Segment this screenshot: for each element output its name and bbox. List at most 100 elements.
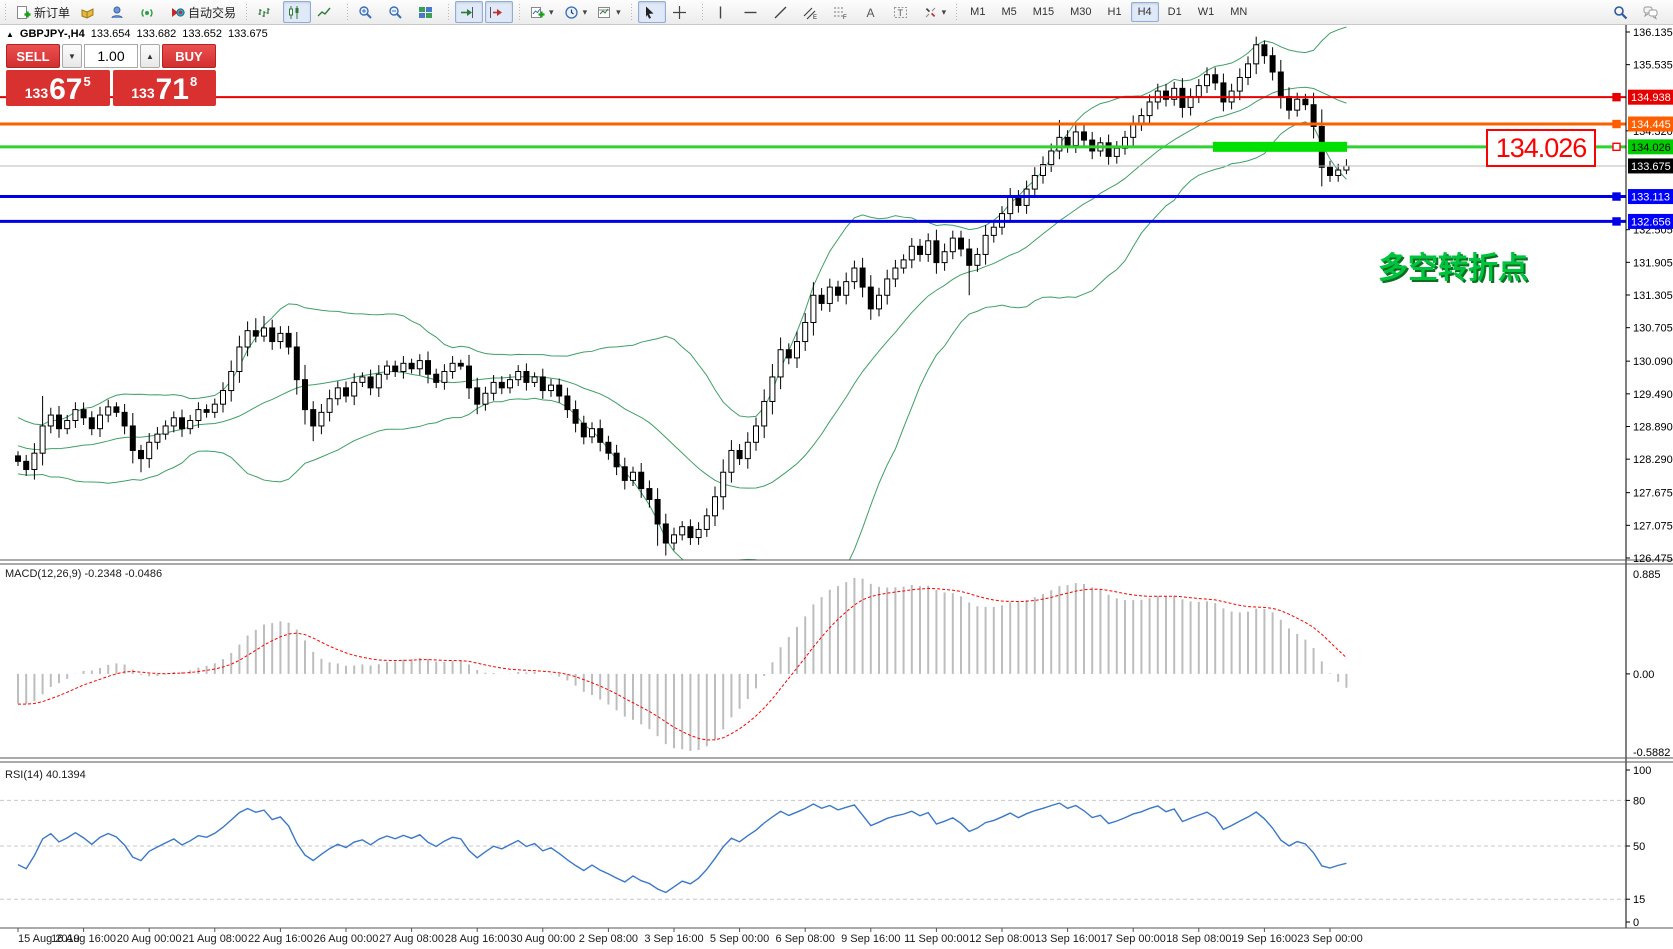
candlestick-chart-button[interactable] [283, 1, 312, 23]
tile-windows-button[interactable] [414, 1, 442, 23]
signals-button[interactable] [136, 1, 164, 23]
buy-price-panel[interactable]: 133 71 8 [112, 70, 216, 106]
indicators-icon [530, 5, 545, 20]
tab-timeframe-H1[interactable]: H1 [1107, 6, 1122, 18]
green-highlight-bar[interactable] [1213, 141, 1347, 152]
search-button[interactable] [1609, 1, 1637, 23]
price-label-132.656 [1628, 213, 1673, 229]
zoom-in-button[interactable] [354, 1, 382, 23]
rsi-axis-tick: 50 [1633, 841, 1645, 853]
arrows-button[interactable]: ▾ [919, 1, 951, 23]
sell-price-big: 67 [49, 73, 83, 106]
price-label-133.113-text: 133.113 [1631, 192, 1670, 204]
time-label: 6 Sep 08:00 [776, 933, 835, 945]
tab-timeframe-M15[interactable]: M15 [1032, 6, 1055, 18]
buy-button[interactable]: BUY [162, 44, 216, 68]
price-tick: 136.135 [1633, 27, 1673, 39]
trendline-button[interactable] [769, 1, 797, 23]
chart-shift-button[interactable] [485, 1, 514, 23]
buy-price-prefix: 133 [131, 85, 155, 101]
toolbar-grip [954, 4, 960, 20]
price-tick: 129.490 [1633, 389, 1673, 401]
periods-button[interactable]: ▾ [560, 1, 592, 23]
price-callout-box[interactable]: 134.026 [1486, 129, 1596, 167]
templates-button[interactable]: ▾ [593, 1, 625, 23]
price-label-134.445 [1628, 116, 1673, 132]
toolbar-grip [628, 4, 634, 20]
tab-timeframe-M5[interactable]: M5 [1001, 6, 1017, 18]
tile-windows-icon [418, 5, 433, 20]
macd-histogram [17, 577, 1348, 751]
price-label-132.656-text: 132.656 [1631, 216, 1671, 228]
hline-marker[interactable] [1612, 142, 1621, 152]
auto-scroll-button[interactable] [455, 1, 484, 23]
chat-button[interactable] [1639, 1, 1667, 23]
tab-timeframe-M30[interactable]: M30 [1070, 6, 1092, 18]
text-label-button[interactable]: T [889, 1, 917, 23]
history-button[interactable] [76, 1, 104, 23]
sell-price-prefix: 133 [24, 85, 49, 101]
tab-timeframe-H4[interactable]: H4 [1130, 2, 1159, 22]
new-order-button[interactable]: 新订单 [12, 1, 74, 23]
hline-marker[interactable] [1612, 92, 1621, 102]
time-label: 18 Sep 08:00 [1166, 933, 1231, 945]
price-callout-text: 134.026 [1495, 132, 1588, 163]
tab-timeframe-D1[interactable]: D1 [1167, 6, 1182, 18]
rsi-axis-tick: 100 [1633, 765, 1651, 777]
volume-input[interactable] [84, 44, 138, 68]
tab-timeframe-M1[interactable]: M1 [970, 6, 986, 18]
fibonacci-button[interactable]: F [829, 1, 857, 23]
price-tick: 127.675 [1633, 488, 1673, 500]
macd-axis-max: 0.885 [1633, 569, 1661, 581]
price-label-134.938-text: 134.938 [1631, 92, 1671, 104]
indicators-button[interactable]: ▾ [526, 1, 558, 23]
auto-trading-button[interactable]: 自动交易 [166, 1, 240, 23]
cursor-button[interactable] [637, 1, 666, 23]
quote-high: 133.682 [136, 28, 177, 40]
sell-button[interactable]: SELL [6, 44, 60, 68]
auto-trading-label: 自动交易 [188, 5, 237, 20]
horizontal-line-button[interactable] [739, 1, 767, 23]
tick-up-icon: ▲ [6, 29, 14, 39]
sell-price-panel[interactable]: 133 67 5 [6, 70, 110, 106]
price-tick: 131.305 [1633, 290, 1673, 302]
rsi-line [17, 802, 1347, 894]
vertical-line-button[interactable] [709, 1, 737, 23]
time-label: 12 Sep 08:00 [969, 933, 1034, 945]
time-label: 2 Sep 08:00 [579, 933, 638, 945]
profile-button[interactable] [106, 1, 134, 23]
hline-marker[interactable] [1612, 119, 1621, 129]
toolbar-grip [699, 4, 705, 20]
price-tick: 130.705 [1633, 323, 1673, 335]
zoom-out-button[interactable] [384, 1, 412, 23]
time-label: 28 Aug 16:00 [445, 933, 510, 945]
volume-down-button[interactable]: ▼ [62, 44, 82, 68]
price-tick: 126.475 [1633, 553, 1673, 565]
time-label: 17 Sep 00:00 [1100, 933, 1165, 945]
candlestick-chart-icon [287, 5, 302, 20]
price-tick: 128.890 [1633, 421, 1673, 433]
hline-marker[interactable] [1612, 192, 1621, 201]
cn-annotation[interactable]: 多空转折点 [1378, 252, 1528, 285]
text-button[interactable]: A [859, 1, 887, 23]
time-label: 20 Aug 00:00 [117, 933, 182, 945]
price-label-133.113 [1628, 189, 1673, 205]
crosshair-button[interactable] [668, 1, 696, 23]
time-label: 3 Sep 16:00 [644, 933, 703, 945]
price-label-134.938 [1628, 89, 1673, 105]
tab-timeframe-W1[interactable]: W1 [1197, 6, 1215, 18]
price-tick: 128.290 [1633, 454, 1673, 466]
price-label-134.026 [1628, 139, 1673, 155]
hline-marker[interactable] [1612, 217, 1621, 226]
line-chart-button[interactable] [313, 1, 341, 23]
equidistant-channel-button[interactable]: E [799, 1, 827, 23]
current-price-label [1628, 158, 1673, 174]
bar-chart-icon [257, 5, 272, 20]
auto-trading-icon [170, 5, 185, 20]
volume-up-button[interactable]: ▲ [140, 44, 160, 68]
tab-timeframe-MN[interactable]: MN [1230, 6, 1248, 18]
quote-line: ▲ GBPJPY-,H4 133.654 133.682 133.652 133… [6, 28, 268, 40]
bar-chart-button[interactable] [253, 1, 281, 23]
time-label: 15 Aug 2019 [18, 933, 80, 945]
